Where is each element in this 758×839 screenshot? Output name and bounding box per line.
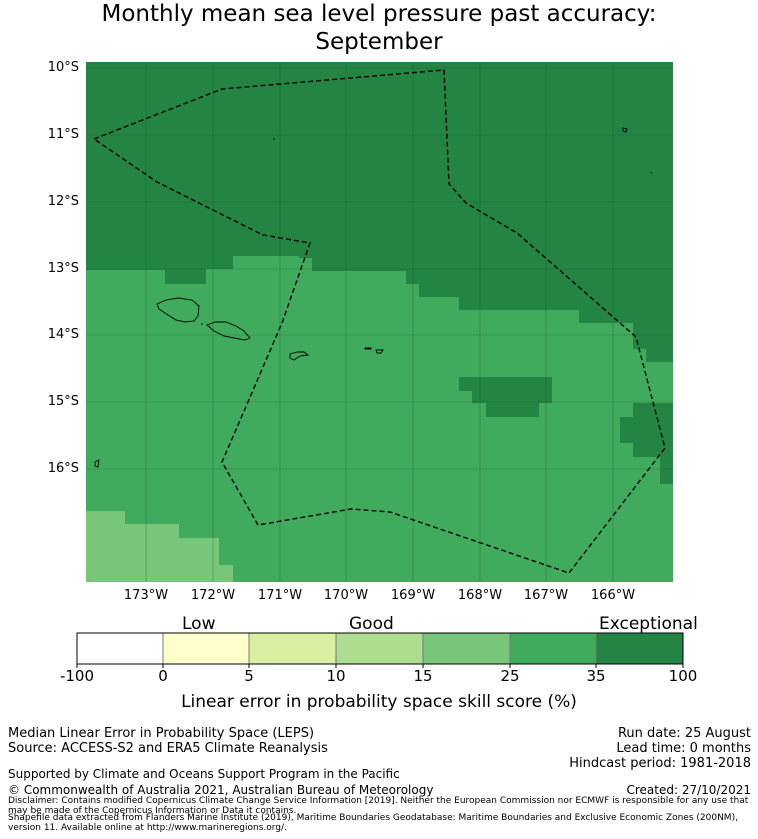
lat-label: 14°S: [47, 327, 79, 342]
colorbar-tick: 10: [326, 667, 346, 685]
region-exceptional-north: [86, 62, 673, 362]
colorbar-bin: [510, 633, 596, 664]
colorbar-bin: [163, 633, 249, 664]
lat-label: 11°S: [47, 127, 79, 142]
footer-method: Median Linear Error in Probability Space…: [8, 726, 315, 741]
footer-run-date: Run date: 25 August: [617, 726, 751, 741]
lat-label: 13°S: [47, 261, 79, 276]
lat-label: 16°S: [47, 461, 79, 476]
footer-copyright: © Commonwealth of Australia 2021, Austra…: [8, 783, 434, 797]
footer-created: Created: 27/10/2021: [626, 783, 751, 797]
chart-title: Monthly mean sea level pressure past acc…: [0, 0, 758, 56]
island-upolu: [206, 321, 251, 341]
colorbar-tick: 15: [413, 667, 433, 685]
lon-label: 166°W: [590, 588, 636, 603]
colorbar-tick: 25: [500, 667, 520, 685]
colorbar-category-good: Good: [349, 614, 394, 634]
colorbar-bin: [596, 633, 683, 664]
lat-label: 15°S: [47, 394, 79, 409]
island-manua-1: [364, 347, 372, 350]
island-manua-2: [375, 349, 384, 354]
footer-shapefile-credit: Shapefile data extracted from Flanders M…: [8, 813, 738, 833]
coastlines: [94, 127, 653, 468]
colorbar-axis-label: Linear error in probability space skill …: [181, 692, 577, 712]
lon-label: 167°W: [523, 588, 569, 603]
island-tutuila: [289, 351, 310, 361]
lon-label: 172°W: [190, 588, 236, 603]
colorbar-tick: 100: [668, 667, 698, 685]
colorbar: [76, 632, 684, 668]
footer-lead-time: Lead time: 0 months: [616, 741, 751, 756]
title-line-1: Monthly mean sea level pressure past acc…: [101, 1, 657, 27]
island-small-e: [650, 171, 653, 174]
region-exceptional-patch: [459, 377, 552, 417]
lat-label: 12°S: [47, 194, 79, 209]
island-small-ne: [622, 127, 628, 133]
footer-support: Supported by Climate and Oceans Support …: [8, 767, 400, 781]
lon-label: 170°W: [323, 588, 369, 603]
eez-boundary: [92, 69, 666, 574]
lon-label: 171°W: [257, 588, 303, 603]
region-good-southwest: [86, 511, 233, 582]
island-savaii: [156, 297, 200, 323]
colorbar-tick: 35: [586, 667, 606, 685]
colorbar-tick: -100: [59, 667, 95, 685]
island-small-w: [94, 459, 100, 468]
lon-label: 173°W: [123, 588, 169, 603]
region-exceptional-east: [620, 403, 673, 484]
colorbar-bin: [249, 633, 336, 664]
colorbar-category-low: Low: [182, 614, 216, 634]
colorbar-category-exceptional: Exceptional: [599, 614, 698, 634]
lat-label: 10°S: [47, 60, 79, 75]
title-line-2: September: [315, 29, 443, 55]
colorbar-bin: [423, 633, 510, 664]
colorbar-bin: [336, 633, 423, 664]
footer-hindcast: Hindcast period: 1981-2018: [569, 756, 751, 771]
colorbar-tick: 0: [158, 667, 168, 685]
lon-label: 169°W: [390, 588, 436, 603]
skill-map: [86, 62, 673, 582]
lon-label: 168°W: [457, 588, 503, 603]
footer-source: Source: ACCESS-S2 and ERA5 Climate Reana…: [8, 741, 328, 756]
graticule: [86, 62, 673, 582]
footer-disclaimer: Disclaimer: Contains modified Copernicus…: [8, 796, 749, 816]
colorbar-tick: 5: [244, 667, 254, 685]
colorbar-bin: [77, 633, 163, 664]
